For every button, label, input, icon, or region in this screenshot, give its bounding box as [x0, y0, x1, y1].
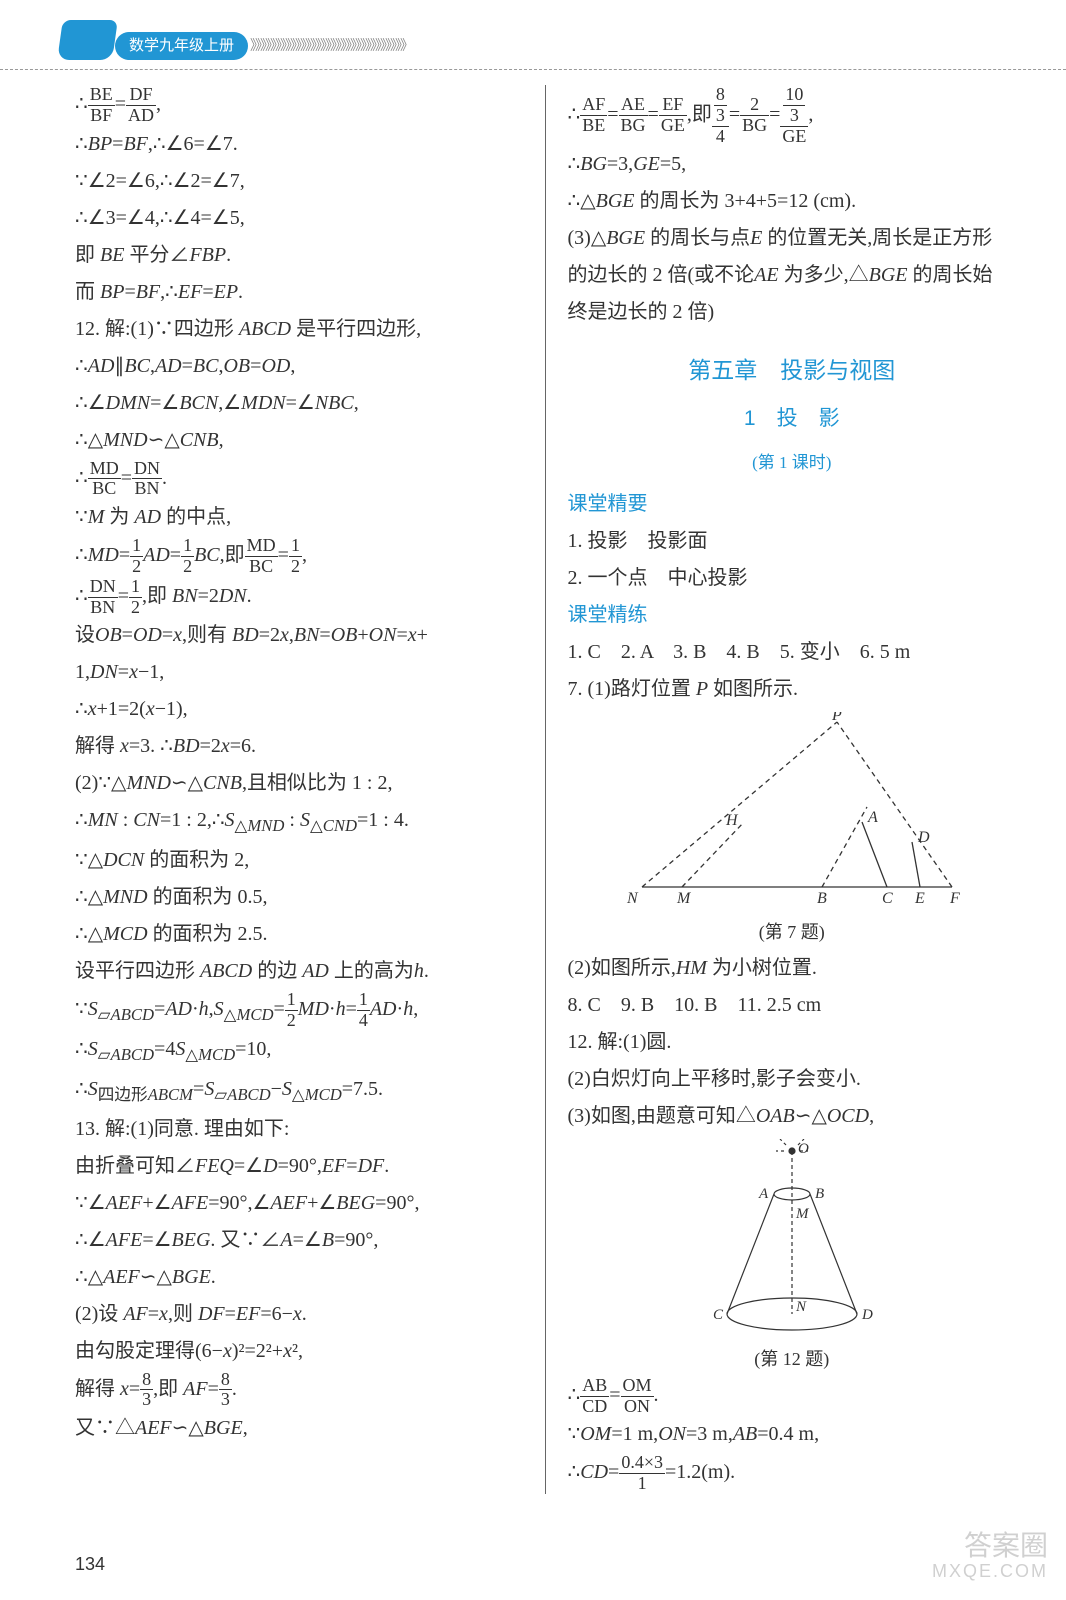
text-line: 12. 解:(1)∵四边形 ABCD 是平行四边形, [75, 311, 527, 348]
text-line: ∴∠AFE=∠BEG. 又∵∠A=∠B=90°, [75, 1222, 527, 1259]
svg-text:P: P [831, 712, 842, 724]
text-line: ∴MDBC=DNBN. [75, 459, 527, 500]
text-line: 1,DN=x−1, [75, 654, 527, 691]
text-line: ∴MN : CN=1 : 2,∴S△MND : S△CND=1 : 4. [75, 802, 527, 842]
section-title: 1 投 影 [568, 400, 1017, 439]
text-line: (3)△BGE 的周长与点E 的位置无关,周长是正方形 [568, 220, 1017, 257]
text-line: ∴△MCD 的面积为 2.5. [75, 916, 527, 953]
key-label: 课堂精要 [568, 486, 1017, 523]
text-line: ∴△MND 的面积为 0.5, [75, 879, 527, 916]
text-line: 由勾股定理得(6−x)²=2²+x², [75, 1333, 527, 1370]
text-line: ∴S四边形ABCM=S▱ABCD−S△MCD=7.5. [75, 1071, 527, 1111]
text-line: ∴AD∥BC,AD=BC,OB=OD, [75, 348, 527, 385]
page-number: 134 [75, 1554, 105, 1575]
svg-text:E: E [914, 890, 925, 907]
text-line: 即 BE 平分∠FBP. [75, 237, 527, 274]
svg-text:C: C [882, 890, 893, 907]
text-line: ∵OM=1 m,ON=3 m,AB=0.4 m, [568, 1416, 1017, 1453]
text-line: ∴△MND∽△CNB, [75, 422, 527, 459]
text-line: (2)设 AF=x,则 DF=EF=6−x. [75, 1296, 527, 1333]
svg-text:A: A [758, 1186, 769, 1202]
text-line: ∴BEBF=DFAD, [75, 85, 527, 126]
figure-7: P N M B C E F H A D [568, 712, 1017, 912]
text-line: ∴DNBN=12,即 BN=2DN. [75, 577, 527, 618]
text-line: (2)如图所示,HM 为小树位置. [568, 950, 1017, 987]
text-line: 由折叠可知∠FEQ=∠D=90°,EF=DF. [75, 1148, 527, 1185]
svg-text:N: N [795, 1299, 807, 1315]
text-line: ∴MD=12AD=12BC,即MDBC=12, [75, 536, 527, 577]
text-line: 解得 x=83,即 AF=83. [75, 1370, 527, 1411]
svg-text:O: O [798, 1141, 809, 1157]
text-line: 设OB=OD=x,则有 BD=2x,BN=OB+ON=x+ [75, 617, 527, 654]
text-line: 12. 解:(1)圆. [568, 1024, 1017, 1061]
svg-text:D: D [917, 829, 930, 846]
book-icon [57, 20, 118, 60]
svg-text:M: M [676, 890, 692, 907]
text-line: ∵∠2=∠6,∴∠2=∠7, [75, 163, 527, 200]
practice-label: 课堂精练 [568, 597, 1017, 634]
text-line: 又∵△AEF∽△BGE, [75, 1410, 527, 1447]
text-line: ∴CD=0.4×31=1.2(m). [568, 1453, 1017, 1494]
text-line: ∴ABCD=OMON. [568, 1376, 1017, 1417]
text-line: ∴△BGE 的周长为 3+4+5=12 (cm). [568, 183, 1017, 220]
svg-text:N: N [626, 890, 639, 907]
text-line: 8. C 9. B 10. B 11. 2.5 cm [568, 987, 1017, 1024]
figure-12: O A B M C D N [568, 1139, 1017, 1339]
svg-text:A: A [867, 809, 878, 826]
text-line: 而 BP=BF,∴EF=EP. [75, 274, 527, 311]
text-line: ∴BG=3,GE=5, [568, 146, 1017, 183]
text-line: 终是边长的 2 倍) [568, 294, 1017, 331]
svg-text:B: B [815, 1186, 824, 1202]
text-line: (2)∵△MND∽△CNB,且相似比为 1 : 2, [75, 765, 527, 802]
chapter-title: 第五章 投影与视图 [568, 349, 1017, 392]
fig12-caption: (第 12 题) [568, 1343, 1017, 1376]
practice-q7: 7. (1)路灯位置 P 如图所示. [568, 671, 1017, 708]
text-line: ∵S▱ABCD=AD·h,S△MCD=12MD·h=14AD·h, [75, 990, 527, 1031]
text-line: ∴BP=BF,∴∠6=∠7. [75, 126, 527, 163]
watermark: 答案圈 MXQE.COM [932, 1531, 1048, 1582]
text-line: (3)如图,由题意可知△OAB∽△OCD, [568, 1098, 1017, 1135]
text-line: 设平行四边形 ABCD 的边 AD 上的高为h. [75, 953, 527, 990]
chevron-row: 》》》》》》》》》》》》》》》》》》》》》》》》》》》》》》》 [250, 35, 412, 55]
svg-text:C: C [713, 1307, 724, 1323]
text-line: ∴∠DMN=∠BCN,∠MDN=∠NBC, [75, 385, 527, 422]
right-column: ∴AFBE=AEBG=EFGE,即834=2BG=103GE,∴BG=3,GE=… [546, 85, 1017, 1494]
practice-answers: 1. C 2. A 3. B 4. B 5. 变小 6. 5 m [568, 634, 1017, 671]
text-line: ∵M 为 AD 的中点, [75, 499, 527, 536]
subsection-title: (第 1 课时) [568, 447, 1017, 478]
svg-text:M: M [795, 1206, 810, 1222]
text-line: ∴△AEF∽△BGE. [75, 1259, 527, 1296]
text-line: 2. 一个点 中心投影 [568, 560, 1017, 597]
content-area: ∴BEBF=DFAD,∴BP=BF,∴∠6=∠7.∵∠2=∠6,∴∠2=∠7,∴… [0, 70, 1066, 1494]
svg-text:B: B [817, 890, 827, 907]
header-badge: 数学九年级上册 [115, 32, 248, 60]
text-line: ∴∠3=∠4,∴∠4=∠5, [75, 200, 527, 237]
svg-text:F: F [949, 890, 960, 907]
text-line: 解得 x=3. ∴BD=2x=6. [75, 728, 527, 765]
fig7-caption: (第 7 题) [568, 916, 1017, 949]
text-line: ∴S▱ABCD=4S△MCD=10, [75, 1031, 527, 1071]
svg-text:H: H [725, 812, 739, 829]
page-header: 数学九年级上册 》》》》》》》》》》》》》》》》》》》》》》》》》》》》》》》 [0, 0, 1066, 70]
text-line: (2)白炽灯向上平移时,影子会变小. [568, 1061, 1017, 1098]
svg-text:D: D [861, 1307, 873, 1323]
watermark-line2: MXQE.COM [932, 1562, 1048, 1582]
text-line: 1. 投影 投影面 [568, 523, 1017, 560]
text-line: 的边长的 2 倍(或不论AE 为多少,△BGE 的周长始 [568, 257, 1017, 294]
text-line: ∵△DCN 的面积为 2, [75, 842, 527, 879]
text-line: 13. 解:(1)同意. 理由如下: [75, 1111, 527, 1148]
text-line: ∴x+1=2(x−1), [75, 691, 527, 728]
watermark-line1: 答案圈 [932, 1531, 1048, 1562]
left-column: ∴BEBF=DFAD,∴BP=BF,∴∠6=∠7.∵∠2=∠6,∴∠2=∠7,∴… [75, 85, 546, 1494]
text-line: ∴AFBE=AEBG=EFGE,即834=2BG=103GE, [568, 85, 1017, 146]
text-line: ∵∠AEF+∠AFE=90°,∠AEF+∠BEG=90°, [75, 1185, 527, 1222]
